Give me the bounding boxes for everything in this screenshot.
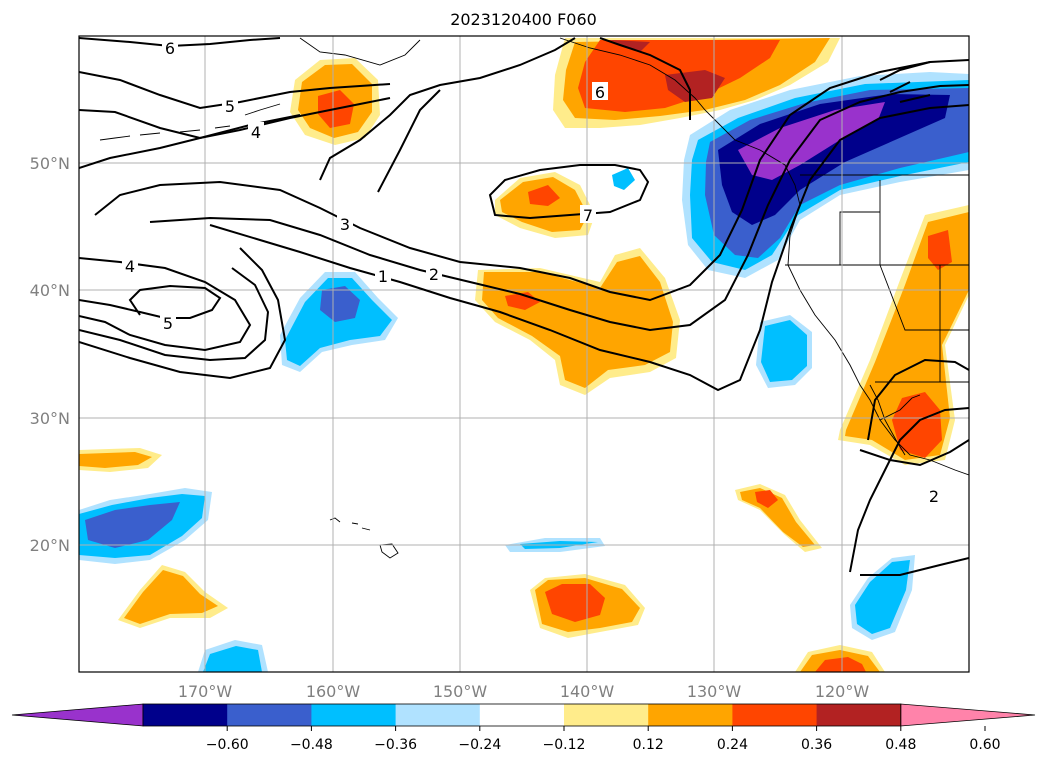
contour-line-5-north <box>79 71 391 110</box>
colorbar-tick-label: 0.48 <box>885 737 916 753</box>
coastline-alaska <box>299 37 736 141</box>
contour-line-mexico-low <box>859 358 969 467</box>
contour-label-5: 5 <box>225 97 235 116</box>
negative-anomaly-south-west-small-core <box>203 646 262 672</box>
contour-line-6-north <box>79 37 281 48</box>
contour-line-2 <box>149 84 969 332</box>
colorbar-tick-label: −0.36 <box>374 737 417 753</box>
map-frame <box>78 35 970 673</box>
lon-labels: 170°W 160°W 150°W 140°W 130°W 120°W <box>178 682 870 701</box>
contour-label-4: 4 <box>251 123 261 142</box>
negative-anomaly-small <box>612 168 635 190</box>
colorbar-segment <box>311 704 397 726</box>
contour-line-4-north <box>79 97 391 140</box>
colorbar-segment <box>648 704 733 726</box>
lon-label-170w: 170°W <box>178 682 233 701</box>
contour-line-mexico-south <box>849 407 969 576</box>
contour-line-trough-a <box>319 37 576 181</box>
positive-anomaly-mexico-strong <box>892 230 952 458</box>
positive-anomaly-south-east-small-max <box>815 657 866 672</box>
lat-label-20n: 20°N <box>30 536 70 555</box>
coastline-north-america <box>734 139 969 476</box>
lat-labels: 50°N 40°N 30°N 20°N <box>30 154 70 555</box>
colorbar-tick-label: 0.24 <box>717 737 748 753</box>
colorbar-tick-label: −0.12 <box>543 737 586 753</box>
contour-line-east <box>879 61 931 103</box>
lon-label-140w: 140°W <box>560 682 615 701</box>
aleutian-islands <box>99 103 281 141</box>
positive-anomaly-subtropical-max <box>505 292 540 310</box>
lat-label-40n: 40°N <box>30 281 70 300</box>
colorbar-segment <box>143 704 228 726</box>
contour-line-1 <box>209 104 969 392</box>
contour-label-6-gulf: 6 <box>595 83 605 102</box>
colorbar-segment <box>732 704 818 726</box>
colorbar-segment <box>564 704 649 726</box>
colorbar-frame <box>142 703 902 727</box>
colorbar-tick-label: −0.60 <box>206 737 249 753</box>
lat-label-50n: 50°N <box>30 154 70 173</box>
colorbar-extend-low <box>11 703 144 727</box>
graticule <box>79 36 969 672</box>
contour-label-6: 6 <box>165 39 175 58</box>
negative-anomaly-southeast-core <box>855 560 910 634</box>
coastline-layer <box>99 37 969 559</box>
coastline-baja <box>869 384 921 456</box>
hawaii-islands <box>329 517 399 559</box>
contour-labels: 6 5 4 3 2 1 7 6 4 5 2 <box>122 38 942 506</box>
negative-anomaly-pacific-nw-max <box>738 102 885 180</box>
shading-layer <box>79 38 969 672</box>
colorbar-tick-label: 0.60 <box>969 737 1000 753</box>
contour-line-low-west <box>79 257 252 352</box>
colorbar-extend-high <box>900 703 1036 727</box>
lon-label-160w: 160°W <box>306 682 361 701</box>
positive-anomaly-central-pacific-max <box>528 185 560 206</box>
contour-line-7 <box>488 164 650 220</box>
contour-line-low-west-inner <box>79 267 270 362</box>
contour-label-1: 1 <box>378 267 388 286</box>
negative-anomaly-pacific-nw-deep <box>718 94 950 225</box>
colorbar-segment <box>816 704 902 726</box>
lon-label-150w: 150°W <box>433 682 488 701</box>
contour-layer <box>79 37 969 576</box>
positive-anomaly-baja-southwest-max <box>755 490 778 508</box>
colorbar-segment <box>479 704 565 726</box>
positive-anomaly-gulf-alaska-max <box>610 40 725 102</box>
contour-label-2-east: 2 <box>929 487 939 506</box>
contour-label-3: 3 <box>340 215 350 234</box>
colorbar-tick-label: 0.36 <box>801 737 832 753</box>
lon-label-130w: 130°W <box>687 682 742 701</box>
contour-line-trough-b <box>377 37 691 193</box>
contour-line-low-west-outer <box>79 247 287 380</box>
contour-label-7: 7 <box>583 206 593 225</box>
negative-anomaly-california-core <box>761 320 807 382</box>
contour-label-5-west: 5 <box>163 314 173 333</box>
colorbar: −0.60 −0.48 −0.36 −0.24 −0.12 0.12 0.24 0.36 0.4… <box>11 703 1036 753</box>
positive-anomaly-far-west-north-core <box>79 452 152 468</box>
negative-anomaly-west-pacific-core <box>285 278 392 366</box>
colorbar-tick-label: 0.12 <box>633 737 664 753</box>
colorbar-segment <box>395 704 481 726</box>
positive-anomaly-subtropical-core <box>482 256 673 388</box>
lat-label-30n: 30°N <box>30 409 70 428</box>
colorbar-segment <box>227 704 312 726</box>
contour-label-2: 2 <box>429 265 439 284</box>
contour-label-4-west: 4 <box>125 257 135 276</box>
positive-anomaly-southwest-core <box>124 570 218 624</box>
contour-line-3 <box>94 59 969 302</box>
colorbar-tick-label: −0.24 <box>458 737 501 753</box>
negative-anomaly-far-west-strong <box>85 502 180 548</box>
colorbar-tick-label: −0.48 <box>290 737 333 753</box>
positive-anomaly-south-central-max <box>545 584 605 622</box>
lon-label-120w: 120°W <box>815 682 870 701</box>
map-title: 2023120400 F060 <box>450 10 597 29</box>
negative-anomaly-west-pacific-strong <box>320 286 360 322</box>
